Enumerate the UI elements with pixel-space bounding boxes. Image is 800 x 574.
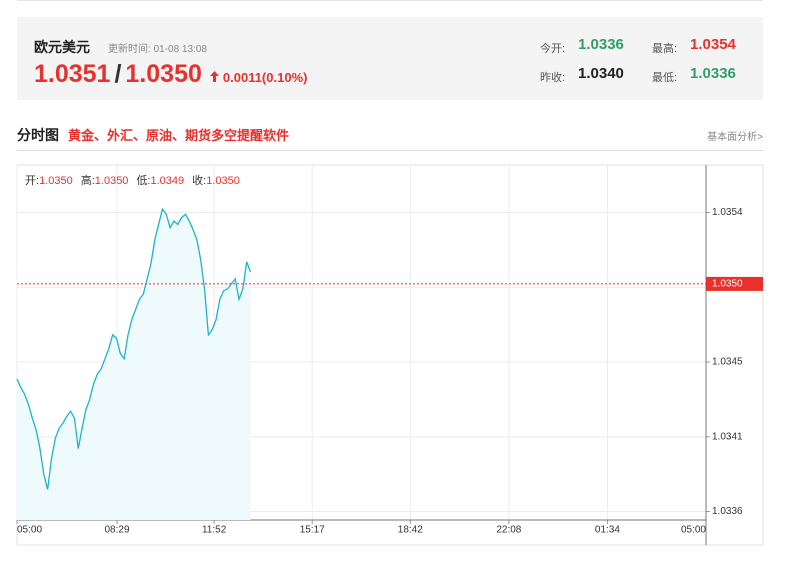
fundamental-link[interactable]: 基本面分析> <box>707 132 763 143</box>
x-tick-label: 11:52 <box>202 525 227 536</box>
info-value: 1.0350 <box>94 175 129 187</box>
price-row: 1.0351 / 1.0350 0.0011(0.10%) <box>34 60 307 89</box>
tab-rule <box>17 150 763 151</box>
info-item: 高:1.0350 <box>81 172 129 188</box>
change: 0.0011(0.10%) <box>222 70 308 85</box>
top-rule <box>17 0 763 1</box>
ohlc-info: 开:1.0350 高:1.0350 低:1.0349 收:1.0350 <box>25 172 240 188</box>
info-value: 1.0350 <box>39 175 73 187</box>
x-tick-label: 18:42 <box>398 525 423 536</box>
up-arrow <box>209 71 219 82</box>
low: 1.0336 <box>690 65 736 82</box>
y-tick-label: 1.0354 <box>712 207 743 218</box>
info-label: 低: <box>136 175 151 187</box>
update-time: 更新时间: 01-08 13:08 <box>108 40 207 55</box>
pair-name: 欧元美元 <box>34 39 90 55</box>
x-tick-label: 05:00 <box>17 525 42 536</box>
promo-link[interactable]: 黄金、外汇、原油、期货多空提醒软件 <box>68 128 290 143</box>
open: 1.0336 <box>578 36 624 53</box>
prev: 1.0340 <box>578 65 624 82</box>
info-value: 1.0349 <box>150 175 185 187</box>
info-item: 低:1.0349 <box>136 172 184 188</box>
x-tick-label: 15:17 <box>300 525 325 536</box>
y-tick-label: 1.0345 <box>712 357 743 368</box>
ask: 1.0350 <box>125 60 202 88</box>
tab-title[interactable]: 分时图 <box>17 127 59 143</box>
current-price-marker <box>706 276 763 291</box>
y-tick-label: 1.0336 <box>712 506 743 517</box>
y-tick-label: 1.0341 <box>712 431 743 442</box>
update-value: 01-08 13:08 <box>153 44 207 55</box>
info-item: 收:1.0350 <box>192 172 240 188</box>
price-area <box>17 209 251 521</box>
info-label: 收: <box>192 175 207 187</box>
bid: 1.0351 <box>34 60 111 88</box>
high: 1.0354 <box>690 36 736 53</box>
price-line <box>16 207 252 490</box>
x-tick-label: 22:08 <box>496 525 521 536</box>
info-label: 高: <box>80 175 95 187</box>
info-value: 1.0350 <box>206 175 240 187</box>
separator: / <box>114 60 122 88</box>
current-price-label: 1.0350 <box>712 279 743 290</box>
open-label: 今开: <box>540 43 566 55</box>
info-label: 开: <box>25 175 40 187</box>
x-tick-label: 01:34 <box>595 525 620 536</box>
high-label: 最高: <box>652 43 678 55</box>
x-tick-label: 08:29 <box>104 525 129 536</box>
info-item: 开:1.0350 <box>25 172 73 188</box>
prev-label: 昨收: <box>540 72 566 84</box>
quote-panel <box>17 17 763 100</box>
x-tick-label: 05:00 <box>681 525 706 536</box>
low-label: 最低: <box>652 72 678 84</box>
update-label: 更新时间: <box>108 44 151 55</box>
